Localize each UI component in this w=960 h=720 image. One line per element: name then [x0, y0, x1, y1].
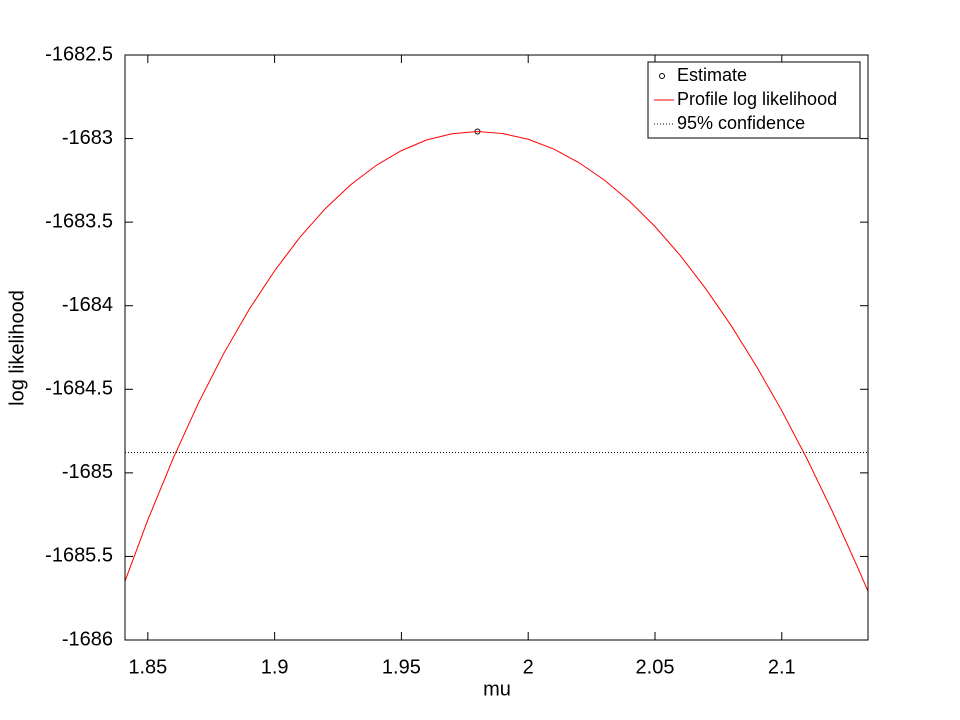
y-tick-label: -1684.5: [45, 378, 113, 400]
x-tick-label: 1.9: [261, 656, 289, 678]
y-axis-label: log likelihood: [6, 290, 28, 406]
legend-marker: [659, 73, 665, 79]
x-axis-label: mu: [483, 678, 511, 700]
legend-label: 95% confidence: [677, 113, 805, 133]
axes-box: [124, 54, 869, 641]
x-tick-label: 2: [523, 656, 534, 678]
x-tick-label: 1.85: [128, 656, 167, 678]
legend-label: Profile log likelihood: [677, 89, 837, 109]
y-tick-label: -1685: [62, 461, 113, 483]
y-tick-label: -1686: [62, 628, 113, 650]
legend-box: [647, 61, 861, 139]
legend-label: Estimate: [677, 65, 747, 85]
x-tick-label: 2.1: [768, 656, 796, 678]
y-tick-label: -1684: [62, 294, 113, 316]
y-tick-label: -1685.5: [45, 545, 113, 567]
y-tick-label: -1683: [62, 127, 113, 149]
y-tick-label: -1682.5: [45, 43, 113, 65]
x-tick-label: 2.05: [636, 656, 675, 678]
x-tick-label: 1.95: [382, 656, 421, 678]
likelihood-curve: [124, 131, 869, 592]
y-tick-label: -1683.5: [45, 210, 113, 232]
